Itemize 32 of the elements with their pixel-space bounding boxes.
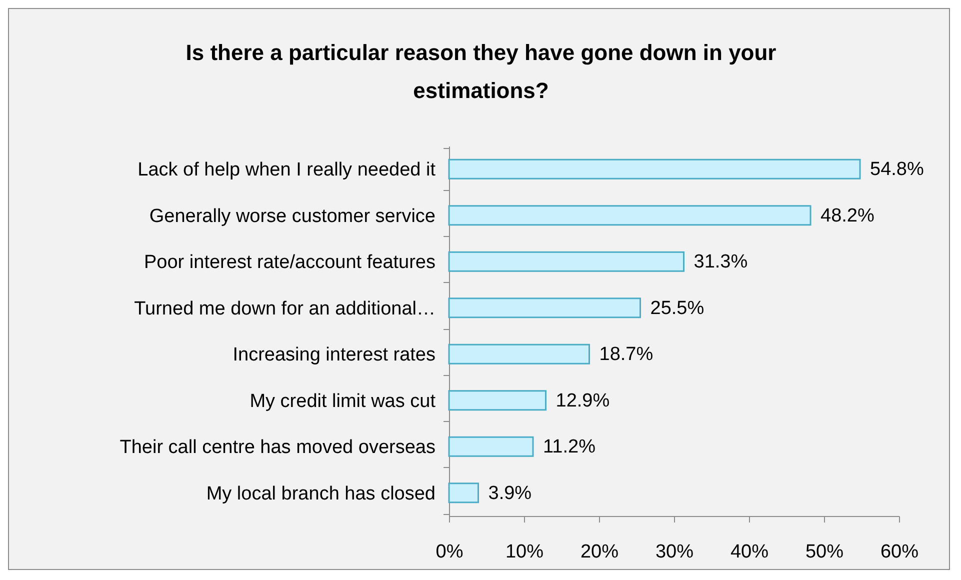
data-label: 54.8% — [870, 159, 924, 180]
y-tick-label: My credit limit was cut — [250, 390, 436, 412]
y-tick-label: Generally worse customer service — [149, 206, 436, 227]
x-tick-label: 0% — [436, 542, 464, 562]
data-label: 11.2% — [543, 436, 596, 458]
bar — [448, 344, 590, 364]
y-tick-label: Their call centre has moved overseas — [120, 437, 436, 458]
x-tick-label: 20% — [580, 542, 619, 562]
y-tick-label: Lack of help when I really needed it — [138, 160, 436, 181]
data-label: 48.2% — [820, 205, 874, 226]
chart-title: Is there a particular reason they have gone down in your estimations? — [186, 40, 777, 103]
y-tick-label: Poor interest rate/account features — [144, 252, 436, 274]
data-label: 31.3% — [694, 252, 748, 273]
bar — [448, 482, 479, 504]
y-tick-label: Turned me down for an additional… — [134, 298, 436, 320]
x-tick-label: 10% — [505, 542, 544, 562]
x-tick-label: 40% — [730, 542, 769, 562]
x-tick-label: 30% — [655, 542, 694, 562]
bar — [448, 390, 546, 411]
data-label: 18.7% — [599, 344, 654, 366]
data-label: 3.9% — [488, 482, 532, 504]
bar — [448, 158, 861, 180]
bar — [448, 251, 684, 272]
y-tick-label: Increasing interest rates — [232, 344, 436, 366]
data-label: 12.9% — [556, 390, 610, 412]
bar — [448, 436, 534, 457]
x-tick-label: 50% — [805, 542, 844, 562]
bar — [448, 298, 641, 318]
y-tick-label: My local branch has closed — [206, 483, 436, 504]
bar — [448, 205, 812, 226]
data-label: 25.5% — [650, 298, 704, 319]
x-tick-label: 60% — [880, 542, 919, 562]
